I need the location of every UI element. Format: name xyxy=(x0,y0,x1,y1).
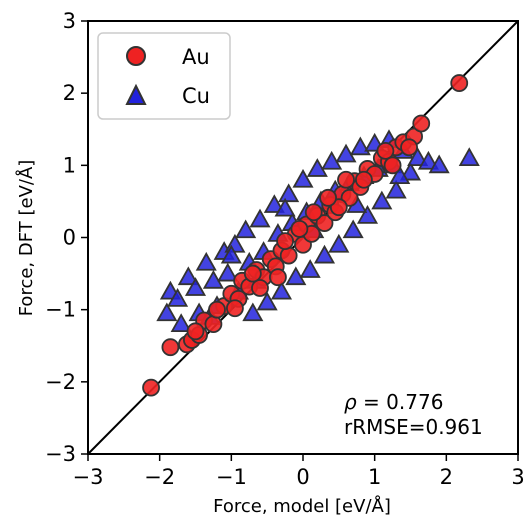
cu-point xyxy=(274,197,296,217)
au-point xyxy=(376,141,395,160)
y-tick-label: 1 xyxy=(63,153,76,177)
x-tick-label: −2 xyxy=(144,465,175,489)
x-tick-label: −3 xyxy=(73,465,104,489)
legend-marker-cu xyxy=(125,83,147,105)
au-point xyxy=(383,156,402,175)
legend: Au Cu xyxy=(97,32,231,120)
cu-point xyxy=(385,179,407,199)
au-point xyxy=(208,300,226,319)
y-tick-label: −1 xyxy=(45,298,76,322)
y-axis-label: Force, DFT [eV/Å] xyxy=(15,160,37,317)
x-tick-label: 1 xyxy=(368,465,381,489)
cu-point xyxy=(167,288,189,307)
cu-point xyxy=(220,244,242,264)
cu-point xyxy=(306,158,328,177)
legend-box xyxy=(97,32,231,120)
au-point xyxy=(319,188,337,207)
rrmse-annotation: rRMSE=0.961 xyxy=(344,415,483,439)
cu-point xyxy=(458,147,480,167)
cu-point xyxy=(235,219,257,239)
au-point xyxy=(251,279,269,297)
rho-value: = 0.776 xyxy=(357,390,444,414)
rho-symbol: ρ xyxy=(344,390,357,414)
cu-point xyxy=(156,302,178,322)
cu-point xyxy=(242,302,264,322)
cu-point xyxy=(417,150,439,170)
au-point xyxy=(355,170,373,189)
cu-point xyxy=(292,168,314,188)
cu-point xyxy=(177,266,199,286)
y-tick-label: 0 xyxy=(63,226,76,250)
legend-label-au: Au xyxy=(182,45,210,69)
cu-point xyxy=(270,280,293,300)
cu-point xyxy=(278,183,300,203)
au-point xyxy=(450,74,469,92)
y-tick-label: −2 xyxy=(45,370,76,394)
cu-point xyxy=(217,262,239,282)
au-point xyxy=(276,232,294,251)
au-point xyxy=(269,268,287,287)
cu-point xyxy=(321,150,343,170)
au-point xyxy=(337,170,355,189)
cu-point xyxy=(195,251,217,271)
x-tick-label: 3 xyxy=(511,465,524,489)
cu-point xyxy=(428,154,450,174)
cu-point xyxy=(263,194,285,213)
cu-point xyxy=(299,259,321,278)
cu-point xyxy=(342,219,364,239)
au-point xyxy=(279,246,298,265)
cu-point xyxy=(202,269,224,289)
cu-point xyxy=(184,277,207,296)
cu-point xyxy=(399,161,422,181)
au-point xyxy=(315,214,334,232)
rho-annotation: ρ = 0.776 xyxy=(344,390,443,414)
cu-point xyxy=(285,266,307,286)
cu-point xyxy=(371,190,393,210)
cu-point xyxy=(356,205,379,224)
cu-point xyxy=(335,143,357,163)
au-point xyxy=(142,378,160,397)
cu-point xyxy=(170,313,192,333)
au-point xyxy=(243,264,262,283)
cu-point xyxy=(256,291,278,311)
legend-label-cu: Cu xyxy=(182,84,210,108)
au-point xyxy=(290,219,309,238)
cu-point xyxy=(249,208,271,228)
y-tick-label: −3 xyxy=(45,442,76,466)
cu-point xyxy=(328,233,350,253)
cu-point xyxy=(313,244,336,264)
legend-marker-au xyxy=(126,46,146,66)
y-tick-label: 3 xyxy=(63,9,76,33)
au-point xyxy=(161,338,180,357)
x-tick-label: −1 xyxy=(216,465,247,489)
x-tick-label: 2 xyxy=(440,465,453,489)
au-point xyxy=(186,322,205,341)
cu-point xyxy=(407,147,429,167)
x-axis-label: Force, model [eV/Å] xyxy=(213,495,391,517)
cu-point xyxy=(389,165,411,185)
au-point xyxy=(400,138,418,157)
au-point xyxy=(304,203,323,222)
y-tick-label: 2 xyxy=(63,81,76,105)
x-tick-label: 0 xyxy=(296,465,309,489)
cu-point xyxy=(349,136,371,156)
au-point xyxy=(204,315,223,334)
au-point xyxy=(412,114,431,133)
au-point xyxy=(226,299,244,318)
